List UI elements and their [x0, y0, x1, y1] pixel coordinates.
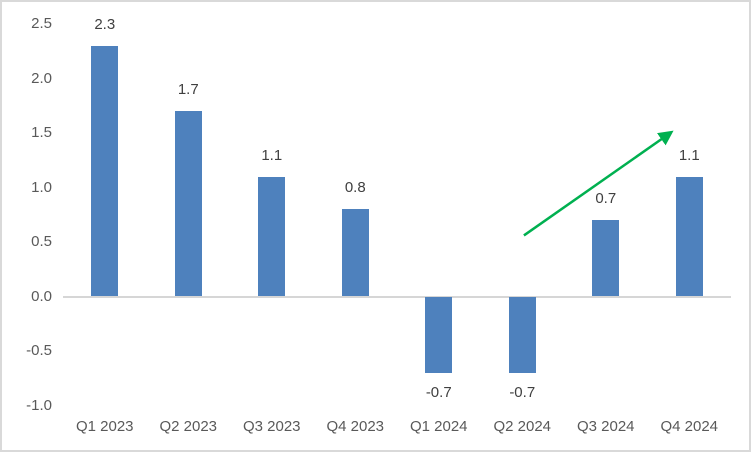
x-axis-line	[63, 295, 731, 298]
x-axis-label: Q1 2024	[409, 418, 468, 435]
x-axis-label: Q3 2024	[576, 418, 635, 435]
y-axis-tick-label: -0.5	[26, 342, 52, 359]
bar-q3-2023	[258, 176, 286, 297]
bar-q1-2024	[425, 296, 453, 373]
data-label: 1.1	[678, 146, 700, 164]
y-axis-tick-label: -1.0	[26, 396, 52, 414]
x-axis-label: Q4 2024	[660, 418, 719, 435]
bar-q2-2023	[174, 111, 202, 297]
y-axis-tick-label: 1.5	[31, 124, 52, 141]
bar-q2-2024	[508, 296, 536, 373]
data-label: 2.3	[94, 15, 116, 33]
data-label: 0.7	[595, 190, 617, 208]
y-axis-tick-label: 1.0	[31, 178, 52, 196]
x-axis-label: Q3 2023	[242, 418, 301, 435]
bar-q3-2024	[592, 220, 620, 297]
data-label: 1.7	[177, 81, 199, 99]
data-label: -0.7	[425, 383, 452, 401]
x-axis-label: Q2 2024	[493, 418, 552, 435]
y-axis-tick-label: 2.5	[31, 15, 52, 32]
bar-q4-2023	[341, 209, 369, 297]
y-axis-tick-label: 0.0	[31, 287, 52, 305]
y-axis-tick-label: 2.0	[31, 69, 52, 87]
y-axis-tick-label: 0.5	[31, 233, 52, 250]
data-label: 1.1	[261, 146, 283, 164]
x-axis-label: Q2 2023	[159, 418, 218, 435]
x-axis-label: Q1 2023	[75, 418, 134, 435]
bar-q4-2024	[675, 176, 703, 297]
data-label: -0.7	[509, 383, 536, 401]
x-axis-label: Q4 2023	[326, 418, 385, 435]
bar-q1-2023	[91, 45, 119, 297]
data-label: 0.8	[344, 179, 366, 197]
